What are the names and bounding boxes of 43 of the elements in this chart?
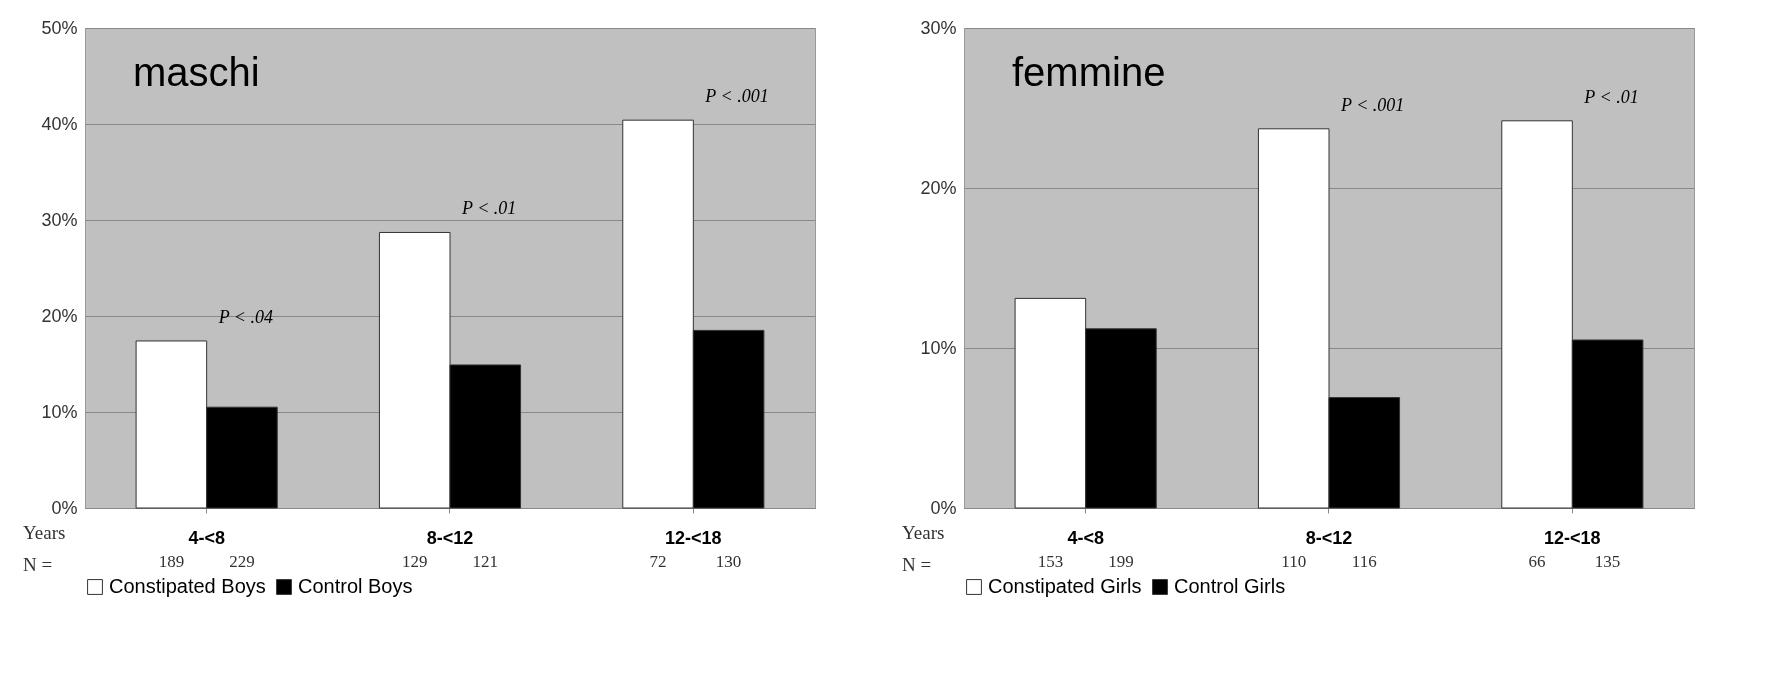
text: 135 <box>1594 552 1621 571</box>
text: N = <box>23 554 53 575</box>
legend-label: Control Boys <box>298 575 413 597</box>
annotation: P < .001 <box>1340 94 1405 115</box>
text: 129 <box>401 552 428 571</box>
text: 189 <box>158 552 185 571</box>
x-tick-label: 8-<12 <box>1305 527 1353 548</box>
text: 199 <box>1108 552 1134 571</box>
text: femmine <box>1012 50 1166 94</box>
text: maschi <box>133 50 260 94</box>
legend-label: Constipated Girls <box>988 575 1142 597</box>
y-tick-label: 10% <box>920 337 957 358</box>
y-tick-label: 40% <box>41 113 78 134</box>
text: N = <box>902 554 932 575</box>
text: 110 <box>1281 552 1307 571</box>
text: Years <box>23 522 66 543</box>
y-tick-label: 50% <box>41 17 78 38</box>
y-tick-label: 30% <box>920 17 957 38</box>
text: 116 <box>1351 552 1377 571</box>
y-tick-label: 20% <box>920 177 957 198</box>
y-tick-label: 20% <box>41 305 78 326</box>
legend-label: Control Girls <box>1174 575 1286 597</box>
y-tick-label: 0% <box>51 497 78 518</box>
x-tick-label: 8-<12 <box>426 527 474 548</box>
annotation: P < .01 <box>1583 86 1639 107</box>
y-tick-label: 30% <box>41 209 78 230</box>
y-tick-label: 0% <box>930 497 957 518</box>
x-tick-label: 12-<18 <box>665 527 722 548</box>
annotation: P < .04 <box>217 306 273 327</box>
text: 66 <box>1528 552 1546 571</box>
y-tick-label: 10% <box>41 401 78 422</box>
annotation: P < .01 <box>461 198 517 219</box>
text: 153 <box>1037 552 1064 571</box>
text: 130 <box>715 552 742 571</box>
x-tick-label: 4-<8 <box>1067 527 1104 548</box>
x-tick-label: 4-<8 <box>188 527 225 548</box>
x-tick-label: 12-<18 <box>1544 527 1601 548</box>
text: 229 <box>229 552 255 571</box>
legend-label: Constipated Boys <box>109 575 266 597</box>
text: Years <box>902 522 945 543</box>
annotation: P < .001 <box>704 86 769 107</box>
text: 121 <box>472 552 499 571</box>
text: 72 <box>649 552 667 571</box>
